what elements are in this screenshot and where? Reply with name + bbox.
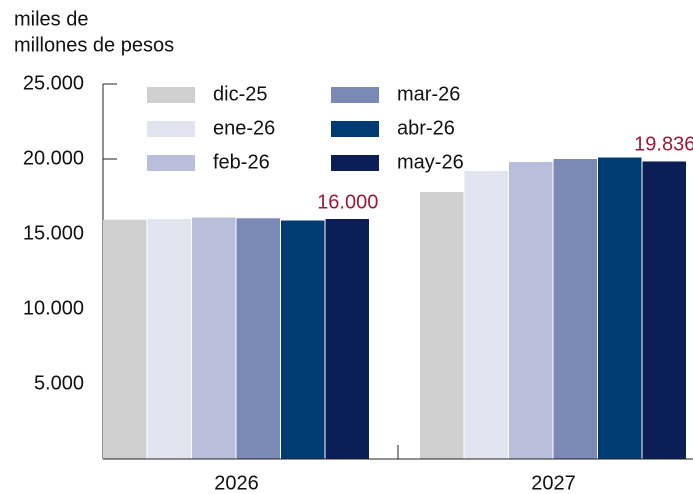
legend-swatch <box>147 121 195 137</box>
y-axis-label: miles de <box>14 8 88 30</box>
y-tick-label: 15.000 <box>23 222 84 244</box>
legend-label: feb-26 <box>213 151 270 173</box>
y-tick-label: 25.000 <box>23 72 84 94</box>
y-axis-label: millones de pesos <box>14 34 174 56</box>
legend-swatch <box>331 155 379 171</box>
y-tick-label: 5.000 <box>34 372 84 394</box>
bar <box>464 171 508 459</box>
bar <box>236 218 280 459</box>
bar <box>553 159 597 459</box>
y-tick-label: 10.000 <box>23 297 84 319</box>
bar <box>509 162 553 459</box>
legend-swatch <box>331 87 379 103</box>
x-tick-label: 2026 <box>214 472 259 494</box>
bar <box>598 157 642 459</box>
bar <box>103 219 147 459</box>
legend-label: abr-26 <box>397 117 455 139</box>
value-label: 16.000 <box>317 191 378 213</box>
legend-swatch <box>147 87 195 103</box>
legend-label: may-26 <box>397 151 464 173</box>
legend-swatch <box>331 121 379 137</box>
legend-label: mar-26 <box>397 83 460 105</box>
legend-label: ene-26 <box>213 117 275 139</box>
x-tick-label: 2027 <box>531 472 576 494</box>
bar <box>642 161 686 459</box>
legend-swatch <box>147 155 195 171</box>
y-tick-label: 20.000 <box>23 147 84 169</box>
bar <box>147 219 191 459</box>
value-label: 19.836 <box>634 134 693 156</box>
bar <box>325 219 369 459</box>
bar <box>420 192 464 459</box>
legend-label: dic-25 <box>213 83 267 105</box>
bar <box>192 217 236 459</box>
bar <box>281 220 325 459</box>
